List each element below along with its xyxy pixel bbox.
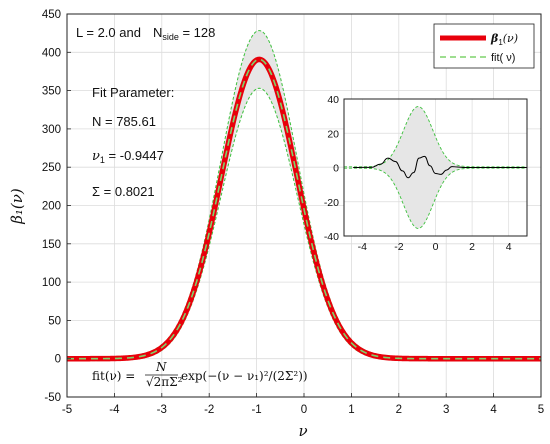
inset-x-tick-label: -2 — [394, 241, 403, 253]
x-tick-label: -2 — [204, 404, 214, 416]
header-L: L = 2.0 and — [76, 25, 141, 40]
y-tick-label: 400 — [42, 47, 61, 59]
inset-x-tick-label: 2 — [469, 241, 475, 253]
inset-y-tick-label: 0 — [333, 163, 339, 175]
fit-parameter-nu1: ν1 = -0.9447 — [92, 148, 164, 165]
formula-denominator: √2πΣ² — [146, 375, 183, 389]
x-tick-label: -4 — [109, 404, 120, 416]
inset-y-tick-label: 40 — [327, 94, 339, 106]
y-tick-label: 200 — [42, 201, 61, 213]
main-tick-labels: -5 -4 -3 -2 -1 0 1 2 3 4 5-50050100150200250300350… — [42, 9, 544, 416]
x-tick-label: 3 — [443, 404, 449, 416]
main-lines — [65, 56, 543, 362]
formula-rhs: exp(−(ν − ν₁)²/(2Σ²)) — [181, 369, 308, 383]
y-tick-label: 100 — [42, 277, 61, 289]
inset-y-tick-label: -20 — [324, 197, 339, 209]
y-tick-label: -50 — [44, 392, 61, 404]
legend-label-beta: β1(ν) — [490, 32, 518, 47]
inset-band-lower — [344, 167, 527, 229]
y-tick-label: 350 — [42, 86, 61, 98]
header-annotation: L = 2.0 and Nside = 128 — [76, 25, 215, 42]
formula-lhs: fit(ν) = — [92, 369, 135, 383]
x-tick-label: 2 — [396, 404, 402, 416]
fit-parameter-n: N = 785.61 — [92, 114, 156, 129]
inset-frame — [343, 98, 528, 237]
nu1-symbol: ν — [92, 149, 100, 164]
legend: β1(ν) fit( ν) — [433, 23, 535, 69]
fit-parameter-sigma: Σ = 0.8021 — [92, 184, 155, 199]
header-nside: N — [153, 25, 162, 40]
x-axis-label: ν — [298, 422, 307, 440]
x-tick-label: 5 — [538, 404, 544, 416]
inset-band-fill — [344, 106, 527, 229]
band-lower-edge — [67, 87, 541, 362]
inset-x-tick-label: 4 — [506, 241, 512, 253]
x-tick-label: 0 — [301, 404, 307, 416]
inset-y-tick-label: -40 — [324, 231, 339, 243]
y-axis-label: β₁(ν) — [8, 188, 26, 225]
x-tick-label: -1 — [251, 404, 261, 416]
series-fit-line — [67, 58, 541, 360]
inset-x-tick-label: 0 — [433, 241, 439, 253]
y-tick-label: 450 — [42, 9, 61, 21]
x-tick-label: -5 — [62, 404, 72, 416]
inset-x-tick-label: -4 — [358, 241, 367, 253]
inset-residual-path — [353, 155, 527, 179]
fit-parameter-title: Fit Parameter: — [92, 85, 174, 100]
legend-label-fit: fit( ν) — [491, 52, 515, 64]
inset-y-tick-label: 20 — [327, 128, 339, 140]
formula-numerator: N — [155, 360, 167, 374]
header-nside-sub: side — [162, 32, 179, 42]
fit-formula: fit(ν) = N √2πΣ² exp(−(ν − ν₁)²/(2Σ²)) — [92, 360, 308, 389]
header-nside-value: = 128 — [179, 25, 216, 40]
inset-residual-line — [353, 155, 527, 179]
band-fill — [67, 30, 541, 361]
y-tick-label: 50 — [48, 315, 61, 327]
x-tick-label: 1 — [348, 404, 354, 416]
y-tick-label: 300 — [42, 124, 61, 136]
y-axis-label-group: β₁(ν) — [8, 188, 26, 225]
x-tick-label: -3 — [157, 404, 167, 416]
nu1-value: = -0.9447 — [105, 148, 164, 163]
y-tick-label: 250 — [42, 162, 61, 174]
y-tick-label: 150 — [42, 239, 61, 251]
y-tick-label: 0 — [55, 354, 61, 366]
x-tick-label: 4 — [490, 404, 497, 416]
nu1-sub: 1 — [100, 155, 105, 165]
legend-box — [433, 23, 535, 69]
